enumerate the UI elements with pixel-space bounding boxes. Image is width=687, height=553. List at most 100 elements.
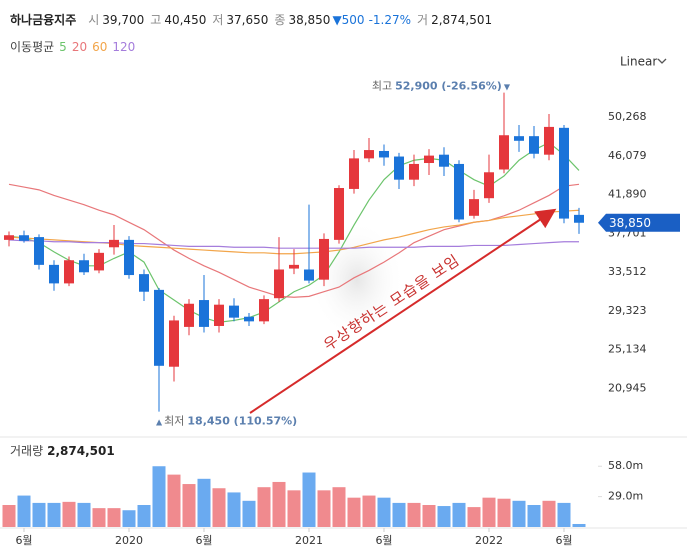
candle-body xyxy=(49,264,59,284)
watermark xyxy=(309,220,405,340)
candle-body xyxy=(109,239,119,248)
volume-bar xyxy=(272,481,286,527)
candle-body xyxy=(34,237,44,265)
candle-body xyxy=(244,316,254,322)
volume-bar xyxy=(482,497,496,527)
y-tick-label: 29,323 xyxy=(608,304,647,317)
x-tick-label: 6월 xyxy=(15,534,32,547)
scale-mode[interactable]: Linear xyxy=(620,55,657,69)
x-tick-label: 2021 xyxy=(295,534,323,547)
volume-bar xyxy=(497,498,511,527)
volume-bar xyxy=(182,484,196,527)
candle-body xyxy=(169,320,179,367)
volume-title-value: 2,874,501 xyxy=(47,444,115,458)
annotation-marker: ▲ xyxy=(156,417,163,426)
volume-bar xyxy=(392,502,406,527)
candle-body xyxy=(484,172,494,199)
candle-body xyxy=(409,163,419,180)
candle-body xyxy=(529,136,539,154)
volume-bar xyxy=(17,495,31,527)
candle-body xyxy=(19,235,29,241)
annotation-text: 18,450 (110.57%) xyxy=(187,415,297,428)
volume-bar xyxy=(212,488,226,527)
volume-bar xyxy=(557,502,571,527)
ma-line xyxy=(8,239,579,249)
candle-body xyxy=(289,264,299,269)
quote-label: 저 xyxy=(212,13,223,27)
volume-bar xyxy=(92,508,106,527)
volume-title: 거래량 2,874,501 xyxy=(10,444,115,458)
y-tick-label: 33,512 xyxy=(608,265,647,278)
candle-body xyxy=(499,135,509,170)
volume-bar xyxy=(377,497,391,527)
volume-bar xyxy=(62,501,76,527)
quote-label: 고 xyxy=(150,13,161,27)
last-price-tag xyxy=(598,213,680,232)
volume-bar xyxy=(137,505,151,527)
ma-line xyxy=(8,209,580,255)
stock-name: 하나금융지주 xyxy=(10,12,76,27)
last-price-label: 38,850 xyxy=(609,216,651,230)
candle-body xyxy=(184,303,194,327)
volume-bar xyxy=(452,502,466,527)
volume-bar xyxy=(422,505,436,527)
candle-body xyxy=(349,158,359,189)
quote-value: 37,650 xyxy=(226,13,268,27)
low-annotation: ▲ 최저 18,450 (110.57%) xyxy=(156,415,297,428)
volume-bar xyxy=(2,505,16,527)
volume-bar xyxy=(317,490,331,527)
candle-body xyxy=(139,274,149,292)
candle-body xyxy=(424,155,434,164)
y-tick-label: 41,890 xyxy=(608,188,647,201)
legend-entry: 20 xyxy=(72,40,87,54)
x-tick-label: 2020 xyxy=(115,534,143,547)
candle-body xyxy=(394,156,404,180)
volume-bar xyxy=(107,508,121,527)
candle-body xyxy=(154,289,164,366)
ma-line xyxy=(8,183,580,298)
y-tick-label: 20,945 xyxy=(608,382,647,395)
quote-value: 38,850 xyxy=(288,13,330,27)
y-tick-label: 46,079 xyxy=(608,149,647,162)
candle-body xyxy=(199,300,209,327)
candle-body xyxy=(79,260,89,273)
legend-entry: 5 xyxy=(59,40,67,54)
volume-bar xyxy=(32,502,46,527)
candle-body xyxy=(559,127,569,219)
candle-body xyxy=(454,163,464,220)
volume-bar xyxy=(302,472,316,527)
dropdown-chevron[interactable] xyxy=(657,58,667,64)
volume-bar xyxy=(227,492,241,527)
quote-value: 39,700 xyxy=(102,13,144,27)
candle-body xyxy=(274,269,284,299)
change-pct: -1.27% xyxy=(369,13,411,27)
candle-body xyxy=(229,305,239,318)
candle-body xyxy=(64,260,74,284)
quote-label: 종 xyxy=(274,13,285,27)
candle-body xyxy=(574,214,584,223)
volume-bar xyxy=(167,474,181,527)
scale-toggle[interactable]: Linear xyxy=(620,55,667,69)
candle-body xyxy=(544,126,554,155)
candle-body xyxy=(124,239,134,276)
volume-bar xyxy=(152,466,166,527)
candle-body xyxy=(214,304,224,326)
volume-bar xyxy=(527,505,541,527)
volume-bar xyxy=(242,500,256,527)
change: ▼500 xyxy=(332,13,364,27)
annotation-label: 최고 xyxy=(372,80,392,93)
volume-bar xyxy=(332,487,346,527)
x-tick-label: 6월 xyxy=(555,534,572,547)
y-tick-label: 50,268 xyxy=(608,110,647,123)
candle-body xyxy=(304,269,314,281)
volume-label: 거 xyxy=(417,13,428,27)
candle-body xyxy=(94,252,104,271)
quote-value: 40,450 xyxy=(164,13,206,27)
header-line: 하나금융지주 시 39,700 고 40,450 저 37,650 종 38,850 ▼500 -1… xyxy=(10,12,492,27)
volume-bar xyxy=(347,497,361,527)
y-tick-label: 29.0m xyxy=(608,490,643,503)
candle-body xyxy=(259,299,269,322)
candle-body xyxy=(514,136,524,141)
